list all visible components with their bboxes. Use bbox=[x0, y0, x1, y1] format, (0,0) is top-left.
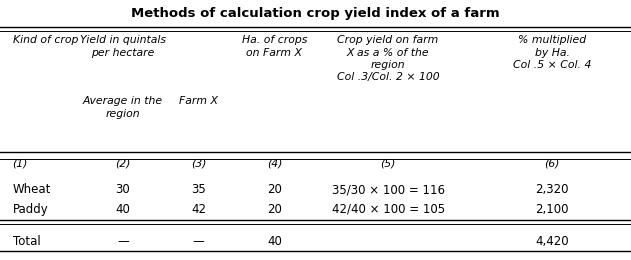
Text: (3): (3) bbox=[191, 159, 206, 169]
Text: 30: 30 bbox=[115, 183, 131, 196]
Text: —: — bbox=[193, 235, 204, 248]
Text: Yield in quintals
per hectare: Yield in quintals per hectare bbox=[80, 35, 166, 57]
Text: % multiplied
by Ha.
Col .5 × Col. 4: % multiplied by Ha. Col .5 × Col. 4 bbox=[513, 35, 591, 70]
Text: 40: 40 bbox=[267, 235, 282, 248]
Text: 2,320: 2,320 bbox=[535, 183, 569, 196]
Text: (6): (6) bbox=[545, 159, 560, 169]
Text: 20: 20 bbox=[267, 203, 282, 216]
Text: 40: 40 bbox=[115, 203, 131, 216]
Text: 2,100: 2,100 bbox=[535, 203, 569, 216]
Text: 35: 35 bbox=[191, 183, 206, 196]
Text: 20: 20 bbox=[267, 183, 282, 196]
Text: Paddy: Paddy bbox=[13, 203, 49, 216]
Text: 42/40 × 100 = 105: 42/40 × 100 = 105 bbox=[331, 203, 445, 216]
Text: 42: 42 bbox=[191, 203, 206, 216]
Text: Ha. of crops
on Farm X: Ha. of crops on Farm X bbox=[242, 35, 307, 57]
Text: Farm X: Farm X bbox=[179, 96, 218, 106]
Text: Kind of crop: Kind of crop bbox=[13, 35, 78, 45]
Text: Methods of calculation crop yield index of a farm: Methods of calculation crop yield index … bbox=[131, 6, 500, 20]
Text: Average in the
region: Average in the region bbox=[83, 96, 163, 119]
Text: (5): (5) bbox=[380, 159, 396, 169]
Text: 4,420: 4,420 bbox=[535, 235, 569, 248]
Text: 35/30 × 100 = 116: 35/30 × 100 = 116 bbox=[331, 183, 445, 196]
Text: Wheat: Wheat bbox=[13, 183, 51, 196]
Text: Total: Total bbox=[13, 235, 40, 248]
Text: (2): (2) bbox=[115, 159, 131, 169]
Text: Crop yield on farm
X as a % of the
region
Col .3/Col. 2 × 100: Crop yield on farm X as a % of the regio… bbox=[337, 35, 439, 82]
Text: (1): (1) bbox=[13, 159, 28, 169]
Text: (4): (4) bbox=[267, 159, 282, 169]
Text: —: — bbox=[117, 235, 129, 248]
